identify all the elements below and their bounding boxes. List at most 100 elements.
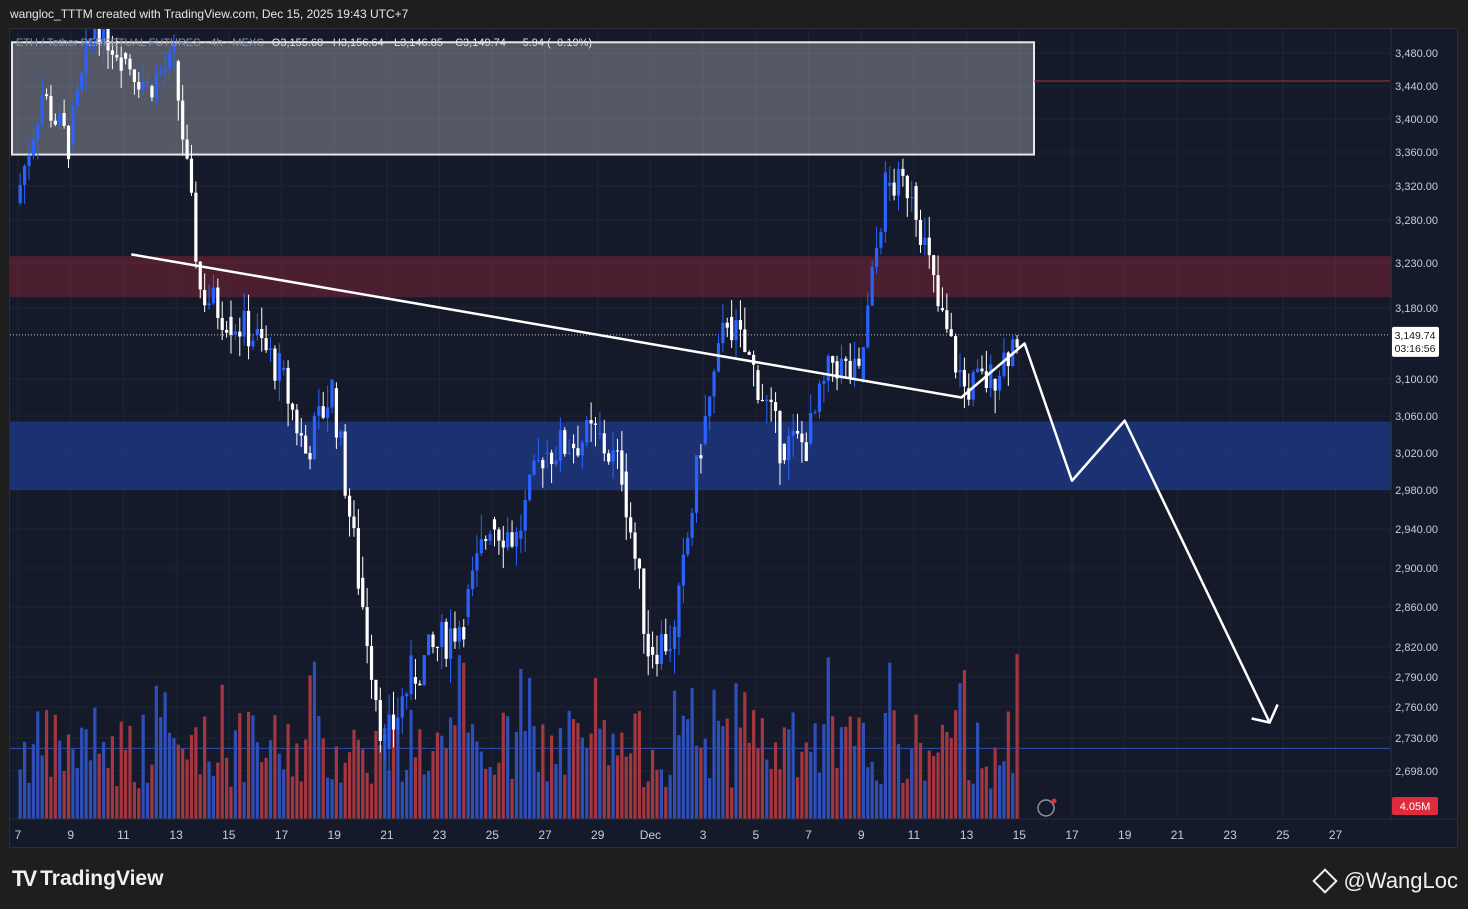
x-tick-label: 11 <box>117 828 130 842</box>
candle-body <box>826 356 830 381</box>
volume-bar <box>229 786 233 819</box>
candle-body <box>923 237 927 245</box>
candle-body <box>760 399 764 402</box>
volume-bar <box>558 727 562 819</box>
x-tick-label: 27 <box>538 828 552 842</box>
volume-bar <box>975 722 980 819</box>
candle-body <box>598 433 602 435</box>
volume-bar <box>738 727 743 819</box>
brand-label: TradingView <box>40 867 164 890</box>
candle-body <box>773 402 778 411</box>
candle-body <box>290 403 295 410</box>
candle-body <box>387 714 391 749</box>
volume-bar <box>642 787 646 819</box>
tradingview-logo[interactable]: TV TradingView <box>12 866 163 892</box>
candle-body <box>822 380 826 384</box>
candle-body <box>681 554 685 586</box>
volume-bar <box>861 722 865 819</box>
candle-body <box>453 628 457 642</box>
volume-bar <box>611 733 615 819</box>
candle-body <box>110 50 115 55</box>
volume-bar <box>699 747 703 819</box>
candle-body <box>299 433 303 436</box>
candle-body <box>795 430 800 434</box>
volume-bar <box>866 767 870 819</box>
candle-body <box>1002 352 1006 376</box>
y-tick-label: 2,940.00 <box>1395 524 1438 536</box>
candle-body <box>246 310 251 347</box>
candle-body <box>484 539 488 541</box>
x-tick-label: 21 <box>380 828 394 842</box>
chart-area[interactable]: 3,480.00 3,440.00 3,400.00 3,360.00 3,320.00… <box>9 28 1458 848</box>
candle-body <box>997 375 1002 391</box>
volume-bar <box>633 713 637 819</box>
candle-body <box>703 416 707 444</box>
volume-bar <box>690 687 694 819</box>
volume-bar <box>708 777 712 819</box>
volume-bar <box>571 719 576 819</box>
candle-body <box>167 51 172 70</box>
candle-body <box>27 155 31 166</box>
candle-body <box>326 407 330 418</box>
volume-bar <box>97 753 101 819</box>
volume-bar <box>225 757 229 819</box>
candle-body <box>615 450 620 452</box>
candle-body <box>756 370 760 400</box>
volume-bar <box>492 774 497 819</box>
candle-body <box>901 168 905 176</box>
volume-bar <box>932 756 936 819</box>
legend-item: O3,155.68 <box>272 37 323 49</box>
volume-bar <box>88 760 93 819</box>
volume-bar <box>545 781 549 819</box>
candle-body <box>365 607 369 647</box>
candle-body <box>545 452 549 454</box>
legend-item: H3,156.64 <box>333 37 384 49</box>
volume-bar <box>185 759 189 819</box>
candle-body <box>172 45 176 52</box>
y-tick-label: 2,760.00 <box>1395 702 1438 714</box>
volume-bar <box>466 732 470 819</box>
legend-item: C3,149.74 <box>455 37 506 49</box>
y-tick-label: 3,360.00 <box>1395 147 1438 159</box>
volume-bar <box>435 732 440 819</box>
volume-bar <box>260 762 264 819</box>
notification-dot <box>1051 798 1057 804</box>
volume-bar <box>791 712 795 819</box>
x-tick-label: 13 <box>169 828 183 842</box>
candle-body <box>260 328 264 339</box>
candle-body <box>980 368 984 372</box>
candle-body <box>378 700 382 741</box>
candle-body <box>497 529 501 541</box>
volume-bar <box>817 772 822 819</box>
candle-body <box>892 182 896 196</box>
volume-bar <box>356 739 360 819</box>
volume-bar <box>141 714 145 819</box>
candle-body <box>211 287 216 304</box>
candle-body <box>501 540 505 548</box>
candle-body <box>708 396 712 417</box>
price-chart[interactable]: 3,480.00 3,440.00 3,400.00 3,360.00 3,320.00… <box>10 29 1457 847</box>
candle-body <box>914 186 918 220</box>
volume-bar <box>203 716 207 819</box>
volume-bar <box>299 781 303 819</box>
volume-bar <box>905 778 909 819</box>
volume-bar <box>422 774 426 819</box>
candle-body <box>312 415 317 460</box>
volume-bar <box>519 668 523 819</box>
volume-bar <box>997 765 1002 819</box>
volume-bar <box>936 752 940 819</box>
volume-bar <box>901 782 905 819</box>
candle-body <box>413 677 418 684</box>
candle-body <box>356 528 360 589</box>
candle-body <box>383 735 387 741</box>
volume-bar <box>427 770 431 819</box>
volume-bar <box>145 782 150 819</box>
volume-bar <box>448 717 453 819</box>
footer-bar: TV TradingView @WangLoc <box>0 850 1468 909</box>
candle-body <box>848 360 852 378</box>
volume-bar <box>22 741 27 819</box>
legend-item: −5.94 (−0.19%) <box>516 37 592 49</box>
volume-bar <box>879 784 883 819</box>
candle-body <box>119 57 123 71</box>
volume-bar <box>927 750 931 819</box>
